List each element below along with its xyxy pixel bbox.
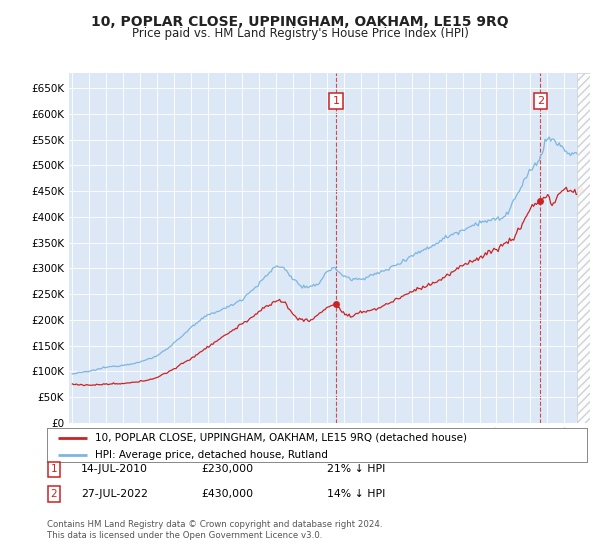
Text: 10, POPLAR CLOSE, UPPINGHAM, OAKHAM, LE15 9RQ: 10, POPLAR CLOSE, UPPINGHAM, OAKHAM, LE1… xyxy=(91,15,509,29)
Text: 27-JUL-2022: 27-JUL-2022 xyxy=(81,489,148,499)
Text: 1: 1 xyxy=(50,464,58,474)
Text: 2: 2 xyxy=(50,489,58,499)
Text: 2: 2 xyxy=(537,96,544,106)
Text: Contains HM Land Registry data © Crown copyright and database right 2024.
This d: Contains HM Land Registry data © Crown c… xyxy=(47,520,382,540)
Text: 14-JUL-2010: 14-JUL-2010 xyxy=(81,464,148,474)
Text: 10, POPLAR CLOSE, UPPINGHAM, OAKHAM, LE15 9RQ (detached house): 10, POPLAR CLOSE, UPPINGHAM, OAKHAM, LE1… xyxy=(95,433,467,443)
Text: £230,000: £230,000 xyxy=(201,464,253,474)
Text: HPI: Average price, detached house, Rutland: HPI: Average price, detached house, Rutl… xyxy=(95,450,328,460)
Text: 21% ↓ HPI: 21% ↓ HPI xyxy=(327,464,385,474)
Text: 14% ↓ HPI: 14% ↓ HPI xyxy=(327,489,385,499)
Text: 1: 1 xyxy=(332,96,340,106)
Text: £430,000: £430,000 xyxy=(201,489,253,499)
Text: Price paid vs. HM Land Registry's House Price Index (HPI): Price paid vs. HM Land Registry's House … xyxy=(131,27,469,40)
